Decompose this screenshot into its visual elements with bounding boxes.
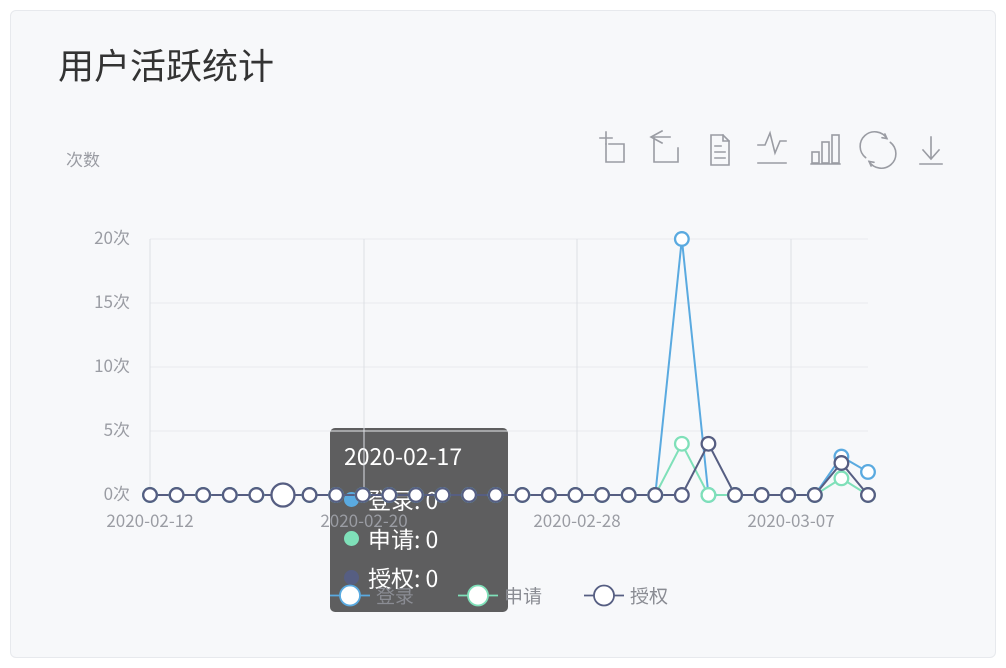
svg-text:2020-02-28: 2020-02-28 — [533, 507, 620, 532]
svg-text:0次: 0次 — [104, 480, 130, 505]
svg-text:10次: 10次 — [94, 352, 130, 377]
svg-text:15次: 15次 — [94, 288, 130, 313]
svg-text:2020-03-07: 2020-03-07 — [747, 507, 834, 532]
svg-text:2020-02-20: 2020-02-20 — [320, 507, 407, 532]
svg-text:2020-02-12: 2020-02-12 — [106, 507, 193, 532]
svg-text:5次: 5次 — [104, 416, 130, 441]
svg-text:20次: 20次 — [94, 224, 130, 249]
svg-text:次数: 次数 — [66, 146, 100, 171]
